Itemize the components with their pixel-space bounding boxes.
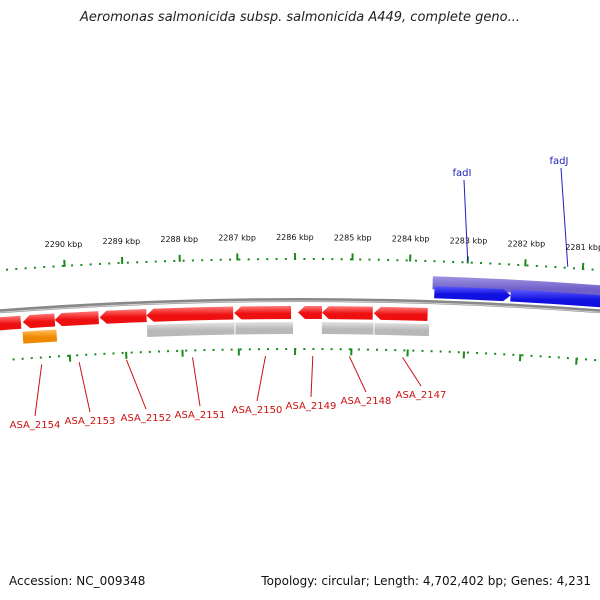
tick-label: 2287 kbp xyxy=(218,233,256,242)
tick-label: 2290 kbp xyxy=(45,240,83,249)
reverse-cds-track xyxy=(0,306,428,331)
cds-reverse-2 xyxy=(54,311,99,327)
cds-reverse-6 xyxy=(298,306,322,320)
gene-label: ASA_2151 xyxy=(175,410,226,421)
leader-line xyxy=(125,359,147,410)
tick-label: 2286 kbp xyxy=(276,233,314,242)
feature-grey-3 xyxy=(374,322,430,337)
tick-marks-top xyxy=(5,253,594,271)
cds-reverse-0 xyxy=(0,315,22,331)
backbone-highlight xyxy=(0,300,600,313)
tick-label: 2285 kbp xyxy=(334,233,372,242)
gene-label: ASA_2148 xyxy=(341,396,392,407)
tick-label: 2282 kbp xyxy=(507,239,545,248)
gene-label: ASA_2150 xyxy=(232,405,283,416)
cds-reverse-4 xyxy=(146,306,234,322)
reverse-feature-track xyxy=(22,322,430,344)
accession-text: Accession: NC_009348 xyxy=(9,574,146,588)
leader-line xyxy=(560,167,569,267)
topology-summary: Topology: circular; Length: 4,702,402 bp… xyxy=(261,574,591,588)
map-title: Aeromonas salmonicida subsp. salmonicida… xyxy=(80,10,520,25)
cds-reverse-3 xyxy=(99,308,147,324)
gene-label-leaders xyxy=(34,167,569,417)
gene-label: fadI xyxy=(453,168,472,179)
gene-label: ASA_2147 xyxy=(396,390,447,401)
tick-marks-bottom xyxy=(12,348,597,365)
gene-label: ASA_2149 xyxy=(286,401,337,412)
leader-line xyxy=(78,362,91,413)
forward-cds-track xyxy=(434,286,600,308)
gene-labels: fadI fadJ ASA_2154 ASA_2153 ASA_2152 ASA_2151… xyxy=(10,156,569,431)
cds-reverse-5 xyxy=(234,306,292,320)
leader-line xyxy=(34,364,43,417)
tick-label: 2283 kbp xyxy=(450,236,488,245)
feature-orange xyxy=(22,329,58,344)
feature-grey-0 xyxy=(146,322,235,337)
tick-label: 2284 kbp xyxy=(392,235,430,244)
feature-grey-1 xyxy=(235,322,294,335)
gene-label: ASA_2153 xyxy=(65,416,116,427)
backbone-line xyxy=(0,298,600,314)
tick-label: 2288 kbp xyxy=(160,235,198,244)
cds-reverse-1 xyxy=(22,313,56,329)
gene-label: ASA_2152 xyxy=(121,413,172,424)
cds-reverse-8 xyxy=(373,306,428,322)
cds-fadJ xyxy=(510,289,600,308)
leader-line xyxy=(192,357,201,407)
leader-line xyxy=(402,357,422,387)
genome-backbone xyxy=(0,298,600,314)
gene-label: fadJ xyxy=(550,156,569,167)
leader-line xyxy=(463,179,469,262)
cds-fadI xyxy=(434,286,511,302)
cds-reverse-7 xyxy=(321,306,373,320)
feature-grey-2 xyxy=(321,322,374,335)
tick-labels: 2290 kbp 2289 kbp 2288 kbp 2287 kbp 2286 kbp… xyxy=(45,233,600,252)
tick-label: 2289 kbp xyxy=(103,237,141,246)
gene-label: ASA_2154 xyxy=(10,420,61,431)
leader-line xyxy=(310,355,314,398)
leader-line xyxy=(348,356,367,393)
leader-line xyxy=(256,356,266,402)
tick-label: 2281 kbp xyxy=(565,243,600,252)
